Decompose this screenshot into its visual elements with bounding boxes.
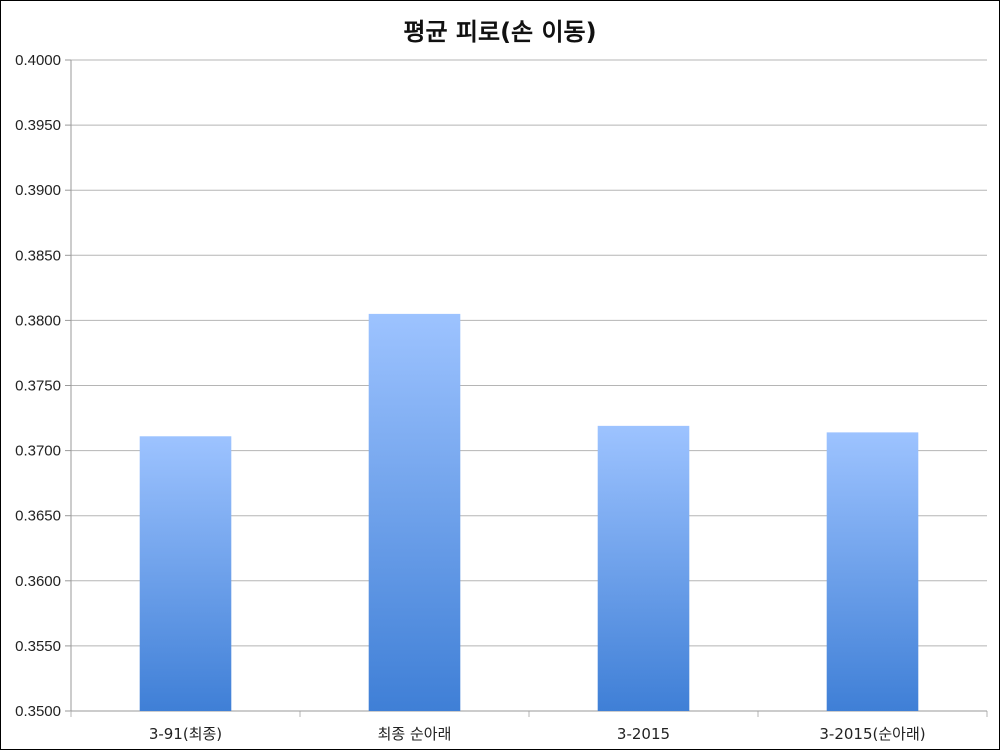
axis-labels: 0.3500 0.3550 0.3600 0.3650 0.3700 0.3750 0.38… <box>15 52 926 743</box>
bars <box>139 313 919 711</box>
chart-title: 평균 피로(손 이동) <box>403 18 597 46</box>
y-tick-label: 0.3650 <box>15 508 61 525</box>
x-tick-label: 3-91(최종) <box>149 725 222 743</box>
y-tick-label: 0.3550 <box>15 638 61 655</box>
y-tick-label: 0.3950 <box>15 117 61 134</box>
y-tick-label: 0.3700 <box>15 443 61 460</box>
y-tick-label: 0.3750 <box>15 378 61 395</box>
y-tick-label: 0.3900 <box>15 182 61 199</box>
bar <box>597 425 690 711</box>
x-tick-label: 3-2015 <box>617 725 670 743</box>
x-tick-label: 3-2015(순아래) <box>819 725 925 743</box>
y-tick-label: 0.3600 <box>15 573 61 590</box>
bar <box>139 436 232 711</box>
y-tick-label: 0.3850 <box>15 247 61 264</box>
y-tick-label: 0.3800 <box>15 312 61 329</box>
x-tick-label: 최종 순아래 <box>378 725 452 743</box>
y-tick-label: 0.3500 <box>15 703 61 720</box>
bar <box>368 313 461 711</box>
y-tick-label: 0.4000 <box>15 52 61 69</box>
bar <box>826 432 919 711</box>
